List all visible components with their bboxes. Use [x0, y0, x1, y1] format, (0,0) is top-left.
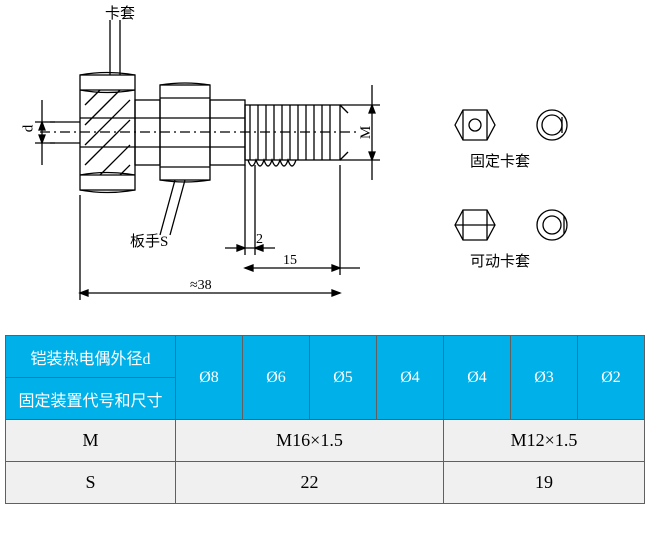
dim-d: d	[20, 125, 37, 133]
row-M-val1: M16×1.5	[176, 420, 444, 462]
row-M-val2: M12×1.5	[444, 420, 645, 462]
table-row: 铠装热电偶外径d Ø8 Ø6 Ø5 Ø4 Ø4 Ø3 Ø2	[6, 336, 645, 378]
table-row: S 22 19	[6, 462, 645, 504]
col-d6: Ø6	[243, 336, 310, 420]
dim-15: 15	[283, 253, 297, 269]
col-d5: Ø5	[310, 336, 377, 420]
label-kedong: 可动卡套	[470, 250, 530, 271]
page-container: 卡套 板手S d M 2 15 ≈38 固定卡套 可动卡套 铠装热电偶外径d Ø…	[0, 0, 650, 556]
row-S-val1: 22	[176, 462, 444, 504]
col-d2: Ø2	[578, 336, 645, 420]
header-fixing-spec: 固定装置代号和尺寸	[6, 378, 176, 420]
dim-M: M	[358, 126, 375, 139]
row-S-label: S	[6, 462, 176, 504]
col-d4b: Ø4	[444, 336, 511, 420]
row-M-label: M	[6, 420, 176, 462]
col-d4a: Ø4	[377, 336, 444, 420]
dim-38: ≈38	[190, 278, 212, 294]
diagram-area: 卡套 板手S d M 2 15 ≈38 固定卡套 可动卡套	[0, 0, 650, 330]
col-d3: Ø3	[511, 336, 578, 420]
fitting-diagram	[0, 0, 650, 330]
table-row: M M16×1.5 M12×1.5	[6, 420, 645, 462]
col-d8: Ø8	[176, 336, 243, 420]
dim-2: 2	[256, 232, 263, 248]
label-guding: 固定卡套	[470, 150, 530, 171]
spec-table-area: 铠装热电偶外径d Ø8 Ø6 Ø5 Ø4 Ø4 Ø3 Ø2 固定装置代号和尺寸 …	[5, 335, 645, 504]
header-outer-diameter: 铠装热电偶外径d	[6, 336, 176, 378]
row-S-val2: 19	[444, 462, 645, 504]
spec-table: 铠装热电偶外径d Ø8 Ø6 Ø5 Ø4 Ø4 Ø3 Ø2 固定装置代号和尺寸 …	[5, 335, 645, 504]
label-kasuo: 卡套	[105, 2, 135, 23]
label-banshouS: 板手S	[130, 230, 168, 251]
